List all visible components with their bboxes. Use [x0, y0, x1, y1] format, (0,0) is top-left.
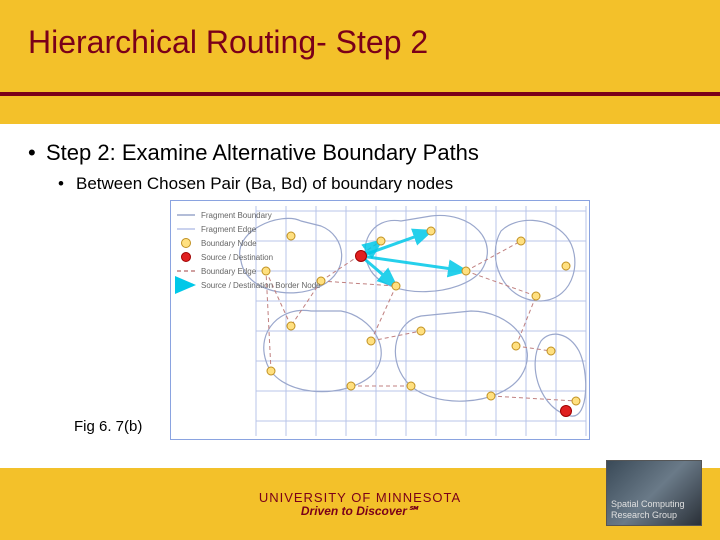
title-band — [0, 0, 720, 124]
slide-title: Hierarchical Routing- Step 2 — [28, 24, 428, 61]
diagram-container: Fragment Boundary Fragment Edge Boundary N… — [170, 200, 590, 440]
bullet-level1: Step 2: Examine Alternative Boundary Pat… — [28, 140, 692, 166]
university-name: UNIVERSITY OF MINNESOTA — [259, 491, 461, 505]
rg-line1: Spatial Computing — [611, 499, 697, 510]
content-area: Step 2: Examine Alternative Boundary Pat… — [28, 140, 692, 198]
svg-text:Source / Destination Border No: Source / Destination Border Node — [201, 281, 321, 290]
bullet-level2: Between Chosen Pair (Ba, Bd) of boundary… — [28, 174, 692, 194]
network-diagram: Fragment Boundary Fragment Edge Boundary N… — [171, 201, 591, 441]
university-tagline: Driven to Discover℠ — [259, 505, 461, 518]
svg-text:Boundary Edge: Boundary Edge — [201, 267, 257, 276]
svg-text:Boundary Node: Boundary Node — [201, 239, 257, 248]
figure-caption: Fig 6. 7(b) — [74, 418, 142, 435]
svg-text:Fragment Edge: Fragment Edge — [201, 225, 257, 234]
research-group-logo: Spatial Computing Research Group — [606, 460, 702, 526]
university-logo: UNIVERSITY OF MINNESOTA Driven to Discov… — [259, 491, 461, 518]
rg-line2: Research Group — [611, 510, 697, 521]
svg-text:Fragment Boundary: Fragment Boundary — [201, 211, 272, 220]
svg-text:Source / Destination: Source / Destination — [201, 253, 273, 262]
title-underline — [0, 92, 720, 96]
